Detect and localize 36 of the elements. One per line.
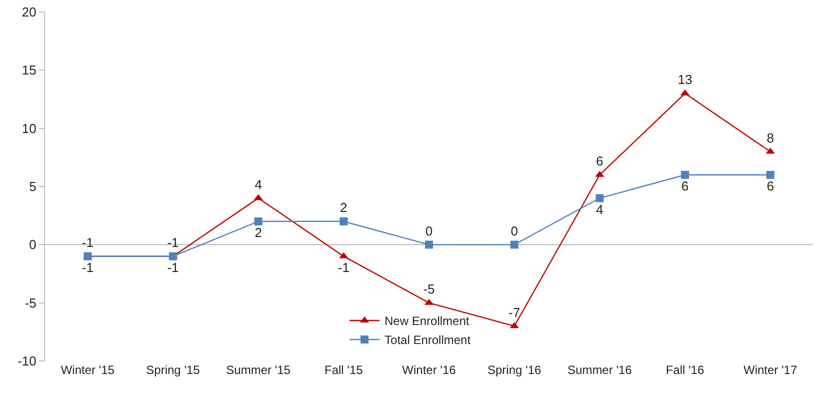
y-tick-label: 15: [22, 62, 36, 78]
x-tick-label: Fall '16: [666, 363, 704, 377]
x-tick-label: Summer '15: [226, 363, 291, 377]
y-tick-label: 10: [22, 120, 36, 136]
data-label: -1: [167, 235, 179, 250]
data-label: 0: [510, 223, 518, 238]
data-label: 2: [340, 200, 348, 216]
data-label: -5: [423, 282, 435, 297]
x-tick-label: Fall '15: [324, 363, 364, 377]
legend-label: Total Enrollment: [384, 333, 472, 348]
data-label: -1: [82, 235, 94, 250]
data-label: 4: [596, 202, 604, 217]
data-label: 2: [254, 225, 262, 240]
data-label: 8: [766, 130, 774, 146]
x-tick-label: Winter '15: [60, 363, 115, 377]
data-label: 13: [678, 72, 692, 88]
data-label: 0: [425, 223, 433, 238]
x-tick-label: Spring '16: [487, 363, 542, 377]
x-tick-label: Winter '17: [744, 363, 798, 377]
legend-label: New Enrollment: [384, 314, 470, 328]
data-label: -1: [82, 260, 94, 276]
data-label: 6: [766, 178, 774, 194]
y-tick-label: -5: [24, 295, 36, 310]
data-label: 6: [681, 178, 689, 194]
y-tick-label: -10: [18, 354, 36, 369]
x-tick-label: Winter '16: [402, 363, 456, 377]
y-tick-label: 5: [29, 179, 36, 194]
data-label: -7: [508, 304, 520, 320]
data-label: 4: [254, 176, 262, 192]
x-tick-label: Spring '15: [146, 363, 200, 377]
y-tick-label: 20: [22, 4, 36, 20]
data-label: -1: [338, 260, 350, 276]
y-tick-label: 0: [29, 237, 36, 252]
data-label: -1: [167, 260, 179, 276]
data-label: 6: [596, 154, 604, 169]
x-tick-label: Summer '16: [568, 363, 632, 377]
